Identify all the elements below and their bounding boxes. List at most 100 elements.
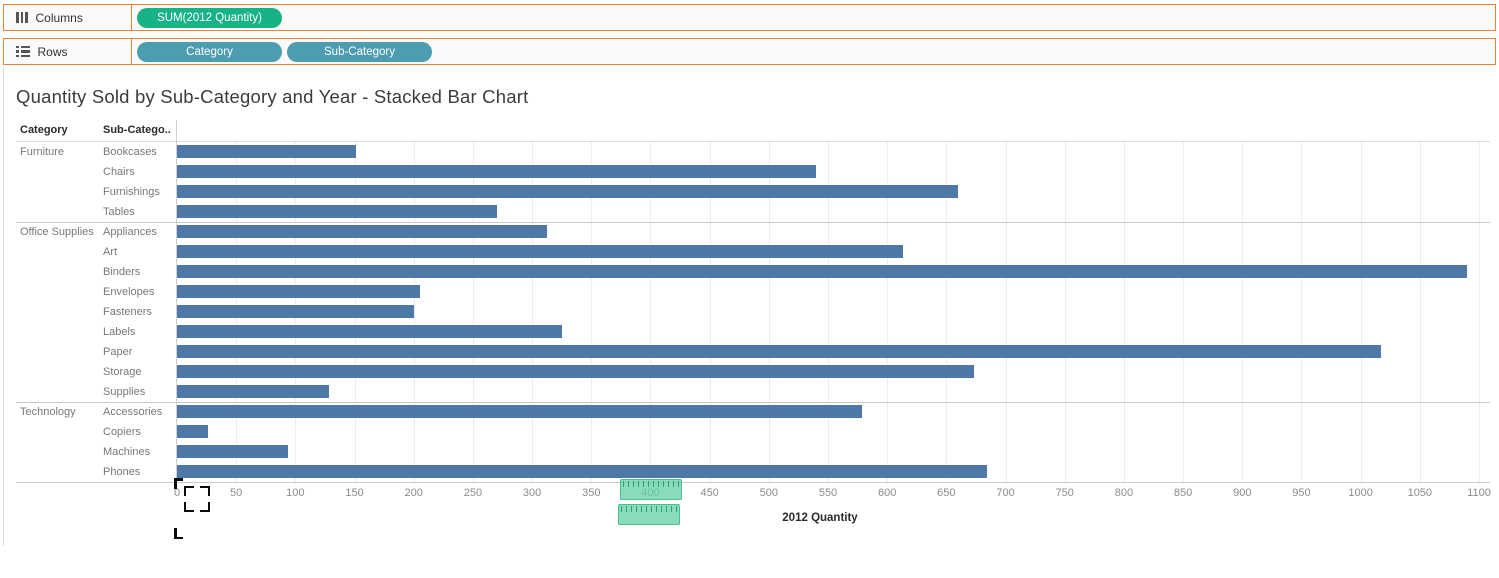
subcategory-label-appliances[interactable]: Appliances xyxy=(103,226,157,238)
x-tick-50: 50 xyxy=(230,487,243,499)
bar-copiers[interactable] xyxy=(177,425,208,438)
x-tick-200: 200 xyxy=(404,487,423,499)
subcategory-label-phones[interactable]: Phones xyxy=(103,466,141,478)
gridline-800 xyxy=(1123,142,1125,482)
subcategory-label-art[interactable]: Art xyxy=(103,246,118,258)
subcategory-label-bookcases[interactable]: Bookcases xyxy=(103,146,157,158)
bar-paper[interactable] xyxy=(177,345,1381,358)
gridline-950 xyxy=(1301,142,1303,482)
x-tick-850: 850 xyxy=(1173,487,1193,499)
x-tick-950: 950 xyxy=(1292,487,1311,499)
bar-art[interactable] xyxy=(177,245,903,258)
bar-accessories[interactable] xyxy=(177,405,863,418)
x-tick-650: 650 xyxy=(937,487,956,499)
x-tick-150: 150 xyxy=(345,487,364,499)
rows-shelf-label-box: Rows xyxy=(4,39,132,64)
subcategory-label-fasteners[interactable]: Fasteners xyxy=(103,306,152,318)
columns-shelf-label-box: Columns xyxy=(4,5,132,30)
subcategory-label-paper[interactable]: Paper xyxy=(103,346,133,358)
bar-phones[interactable] xyxy=(177,465,987,478)
x-tick-800: 800 xyxy=(1114,487,1134,499)
gridline-600 xyxy=(887,142,889,482)
subcategory-label-chairs[interactable]: Chairs xyxy=(103,166,135,178)
x-tick-350: 350 xyxy=(582,487,601,499)
gridline-650 xyxy=(946,142,948,482)
selection-corner-bottom-icon xyxy=(174,528,183,539)
bar-storage[interactable] xyxy=(177,365,974,378)
view-left-edge xyxy=(3,68,4,546)
gridline-700 xyxy=(1005,142,1007,482)
pill-sum-2012-quantity-[interactable]: SUM(2012 Quantity) xyxy=(137,7,282,28)
rows-icon xyxy=(16,45,30,58)
gridline-200 xyxy=(413,142,415,482)
subcategory-label-storage[interactable]: Storage xyxy=(103,366,142,378)
marquee-selection-cursor-icon xyxy=(184,486,210,512)
columns-pill-area[interactable]: SUM(2012 Quantity) xyxy=(132,7,282,28)
x-tick-1050: 1050 xyxy=(1407,487,1433,499)
gridline-1100 xyxy=(1479,142,1480,482)
columns-shelf[interactable]: Columns SUM(2012 Quantity) xyxy=(3,4,1496,31)
x-tick-1100: 1100 xyxy=(1467,487,1491,499)
bar-labels[interactable] xyxy=(177,325,562,338)
group-divider xyxy=(16,402,1490,403)
bar-appliances[interactable] xyxy=(177,225,548,238)
pill-category[interactable]: Category xyxy=(137,41,282,62)
subcategory-label-envelopes[interactable]: Envelopes xyxy=(103,286,155,298)
rows-shelf-label: Rows xyxy=(37,44,68,59)
category-label-technology[interactable]: Technology xyxy=(20,406,76,418)
category-label-furniture[interactable]: Furniture xyxy=(20,146,65,158)
row-header-subcategory[interactable]: Sub-Catego.. xyxy=(103,124,171,136)
x-tick-700: 700 xyxy=(996,487,1015,499)
row-header-category[interactable]: Category xyxy=(20,124,68,136)
subcategory-label-labels[interactable]: Labels xyxy=(103,326,136,338)
bar-envelopes[interactable] xyxy=(177,285,420,298)
subcategory-label-copiers[interactable]: Copiers xyxy=(103,426,141,438)
gridline-300 xyxy=(532,142,534,482)
gridline-1000 xyxy=(1360,142,1362,482)
subcategory-label-binders[interactable]: Binders xyxy=(103,266,141,278)
rows-shelf[interactable]: Rows Category Sub-Category xyxy=(3,38,1496,65)
gridline-900 xyxy=(1242,142,1244,482)
gridline-250 xyxy=(472,142,474,482)
x-axis-title[interactable]: 2012 Quantity xyxy=(782,512,858,524)
gridline-850 xyxy=(1183,142,1185,482)
x-tick-1000: 1000 xyxy=(1348,487,1373,499)
rows-pill-area[interactable]: Category Sub-Category xyxy=(132,41,432,62)
x-tick-550: 550 xyxy=(818,487,838,499)
bar-supplies[interactable] xyxy=(177,385,329,398)
bar-binders[interactable] xyxy=(177,265,1468,278)
subcategory-label-supplies[interactable]: Supplies xyxy=(103,386,146,398)
gridline-1050 xyxy=(1419,142,1421,482)
bar-machines[interactable] xyxy=(177,445,289,458)
x-tick-300: 300 xyxy=(522,487,542,499)
bar-bookcases[interactable] xyxy=(177,145,356,158)
header-underline xyxy=(16,141,1490,142)
gridline-750 xyxy=(1064,142,1066,482)
bar-furnishings[interactable] xyxy=(177,185,959,198)
bar-fasteners[interactable] xyxy=(177,305,414,318)
x-tick-450: 450 xyxy=(700,487,719,499)
category-label-office-supplies[interactable]: Office Supplies xyxy=(20,226,94,238)
x-axis-line xyxy=(16,482,1490,483)
subcategory-label-furnishings[interactable]: Furnishings xyxy=(103,186,160,198)
subcategory-label-machines[interactable]: Machines xyxy=(103,446,151,458)
subcategory-label-tables[interactable]: Tables xyxy=(103,206,135,218)
gridline-450 xyxy=(709,142,711,482)
x-tick-900: 900 xyxy=(1233,487,1252,499)
gridline-550 xyxy=(828,142,829,482)
row-axis-divider xyxy=(176,120,177,482)
axis-drag-ruler-shadow-icon xyxy=(618,504,680,525)
axis-drag-ruler-icon xyxy=(620,479,682,500)
x-tick-0: 0 xyxy=(173,487,181,499)
x-tick-500: 500 xyxy=(759,487,778,499)
gridline-400 xyxy=(650,142,652,482)
bar-chairs[interactable] xyxy=(177,165,817,178)
gridline-500 xyxy=(768,142,770,482)
group-divider xyxy=(16,222,1490,223)
selection-corner-top-icon xyxy=(174,478,183,489)
columns-icon xyxy=(16,12,28,23)
subcategory-label-accessories[interactable]: Accessories xyxy=(103,406,163,418)
gridline-350 xyxy=(591,142,593,482)
pill-sub-category[interactable]: Sub-Category xyxy=(287,41,432,62)
bar-tables[interactable] xyxy=(177,205,497,218)
